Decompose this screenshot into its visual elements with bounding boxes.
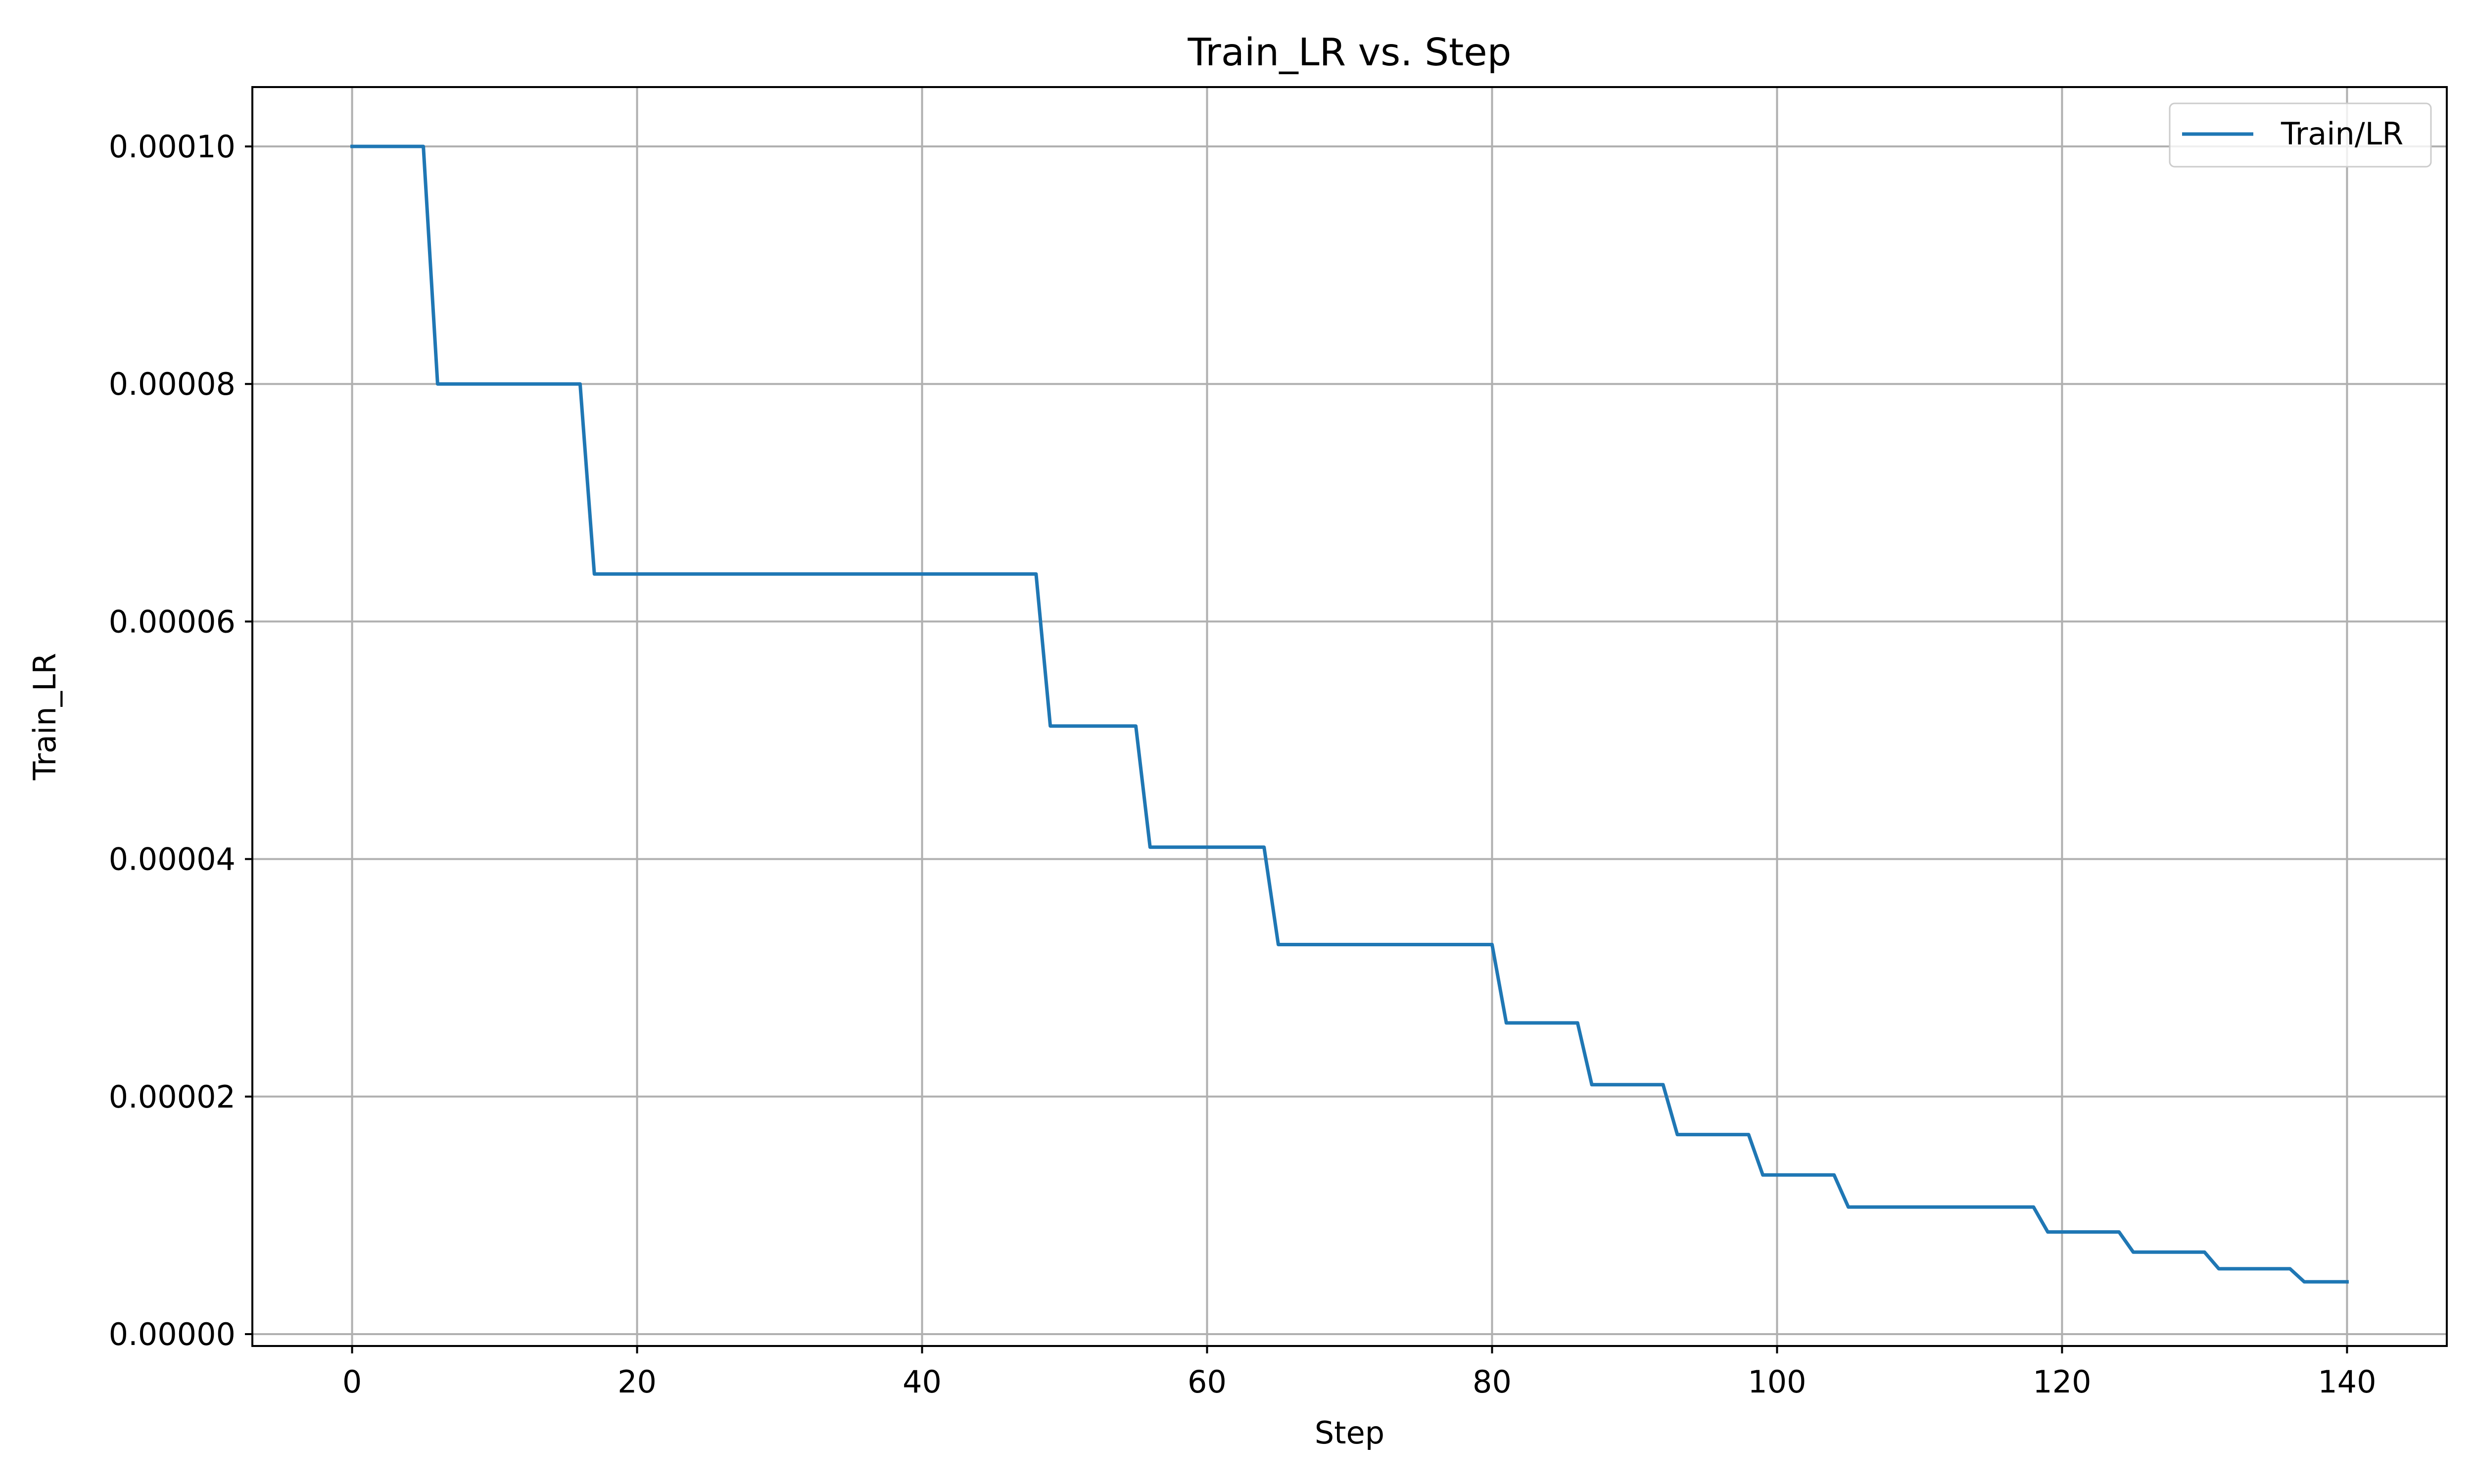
x-tick-label: 100 bbox=[1748, 1364, 1806, 1400]
y-tick-label: 0.00004 bbox=[109, 841, 236, 878]
y-tick-label: 0.00002 bbox=[109, 1079, 236, 1115]
y-tick-label: 0.00008 bbox=[109, 366, 236, 402]
legend: Train/LR bbox=[2169, 102, 2432, 168]
y-tick-label: 0.00000 bbox=[109, 1316, 236, 1352]
y-tick-label: 0.00010 bbox=[109, 129, 236, 165]
x-tick-label: 40 bbox=[903, 1364, 942, 1400]
grid-layer bbox=[252, 87, 2447, 1346]
x-tick-label: 80 bbox=[1473, 1364, 1512, 1400]
x-tick-label: 120 bbox=[2033, 1364, 2091, 1400]
y-tick-label: 0.00006 bbox=[109, 603, 236, 640]
tick-layer: 0 20 40 60 80 100 120 140 0.00000 0.00002 0.00004 0… bbox=[109, 129, 2377, 1400]
x-tick-label: 140 bbox=[2318, 1364, 2376, 1400]
x-tick-label: 60 bbox=[1188, 1364, 1227, 1400]
x-axis-label: Step bbox=[1315, 1415, 1384, 1451]
chart-title: Train_LR vs. Step bbox=[1187, 31, 1511, 75]
series-layer bbox=[350, 144, 2349, 1284]
series-line-train-lr bbox=[350, 144, 2349, 1284]
plot-frame bbox=[251, 86, 2448, 1347]
legend-label-train-lr: Train/LR bbox=[2281, 116, 2403, 152]
x-tick-label: 20 bbox=[618, 1364, 657, 1400]
x-tick-label: 0 bbox=[342, 1364, 362, 1400]
legend-box bbox=[2169, 102, 2432, 168]
y-axis-label: Train_LR bbox=[27, 653, 63, 781]
